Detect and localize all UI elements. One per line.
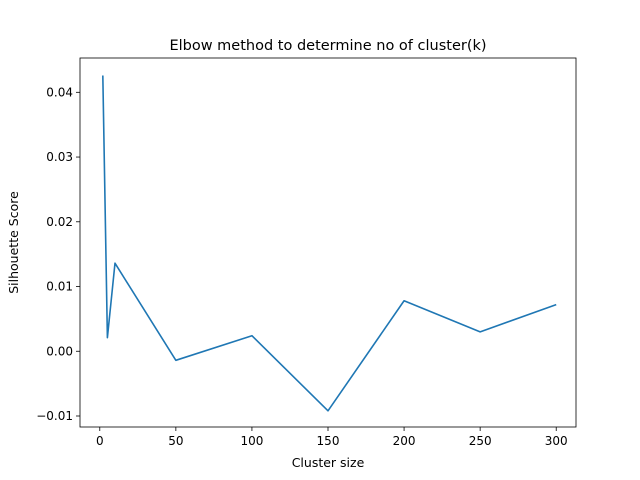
x-tick-label: 0: [96, 434, 104, 448]
x-tick-label: 50: [168, 434, 183, 448]
y-tick-label: 0.02: [46, 215, 73, 229]
chart-title: Elbow method to determine no of cluster(…: [169, 38, 486, 54]
y-tick-label: 0.03: [46, 150, 73, 164]
x-tick-label: 100: [240, 434, 263, 448]
x-tick-label: 150: [317, 434, 340, 448]
x-axis-label: Cluster size: [292, 455, 365, 470]
y-axis-label: Silhouette Score: [6, 191, 21, 294]
y-tick-label: 0.00: [46, 344, 73, 358]
x-tick-label: 250: [469, 434, 492, 448]
y-tick-label: 0.01: [46, 280, 73, 294]
series-line-0: [102, 75, 557, 412]
y-axis-ticks: −0.01 0.00 0.01 0.02 0.03 0.04: [36, 85, 80, 423]
x-tick-label: 200: [393, 434, 416, 448]
y-tick-label: 0.04: [46, 85, 73, 99]
y-tick-label: −0.01: [36, 409, 73, 423]
plot-area: [80, 58, 576, 427]
x-axis-ticks: 0 50 100 150 200 250 300: [96, 427, 568, 448]
data-layer: [102, 75, 557, 412]
x-tick-label: 300: [545, 434, 568, 448]
